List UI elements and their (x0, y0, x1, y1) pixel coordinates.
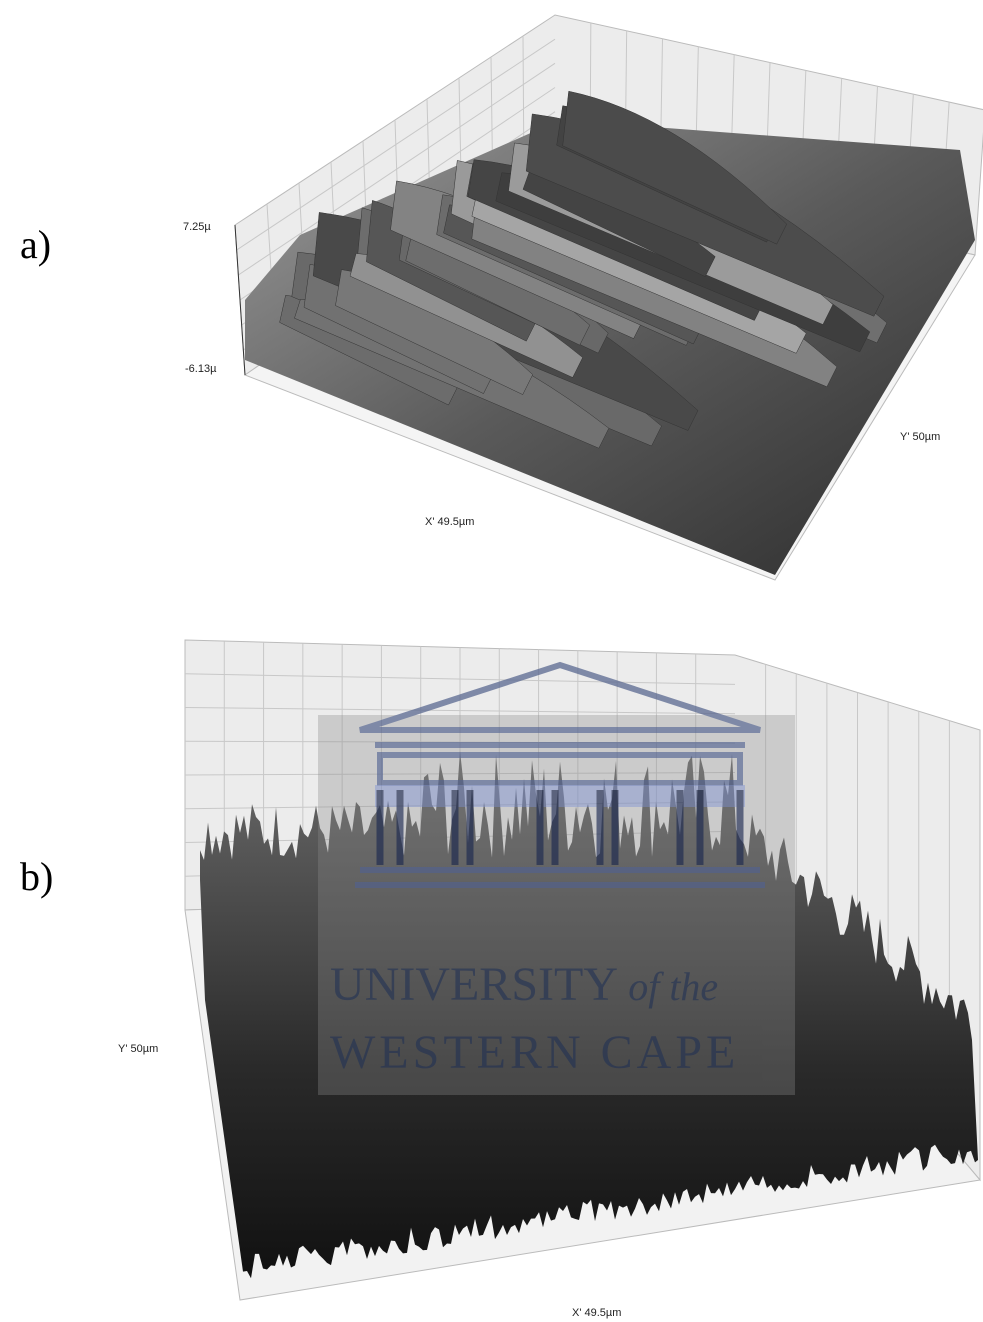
watermark-band (375, 785, 745, 807)
x-axis-label: X' 49.5µm (425, 516, 474, 528)
x-axis-label: X' 49.5µm (572, 1307, 621, 1319)
panel-label: b) (20, 854, 53, 899)
watermark-line1: UNIVERSITY of the (330, 958, 718, 1011)
y-axis-label: Y' 50µm (900, 431, 940, 443)
panel-label: a) (20, 222, 51, 267)
watermark-suffix: of the (628, 964, 718, 1009)
figure: a) 7.25µ -6.13µ Y' 50µm X' 49.5µm b) Y' … (0, 0, 983, 1322)
watermark-word: UNIVERSITY (330, 958, 617, 1011)
page: a) 7.25µ -6.13µ Y' 50µm X' 49.5µm b) Y' … (0, 0, 983, 1322)
z-max-label: 7.25µ (183, 221, 211, 233)
y-axis-label: Y' 50µm (118, 1043, 158, 1055)
panel-a: a) 7.25µ -6.13µ Y' 50µm X' 49.5µm (20, 15, 983, 580)
z-min-label: -6.13µ (185, 363, 217, 375)
watermark: UNIVERSITY of the WESTERN CAPE (318, 665, 795, 1095)
watermark-line2: WESTERN CAPE (330, 1026, 739, 1079)
